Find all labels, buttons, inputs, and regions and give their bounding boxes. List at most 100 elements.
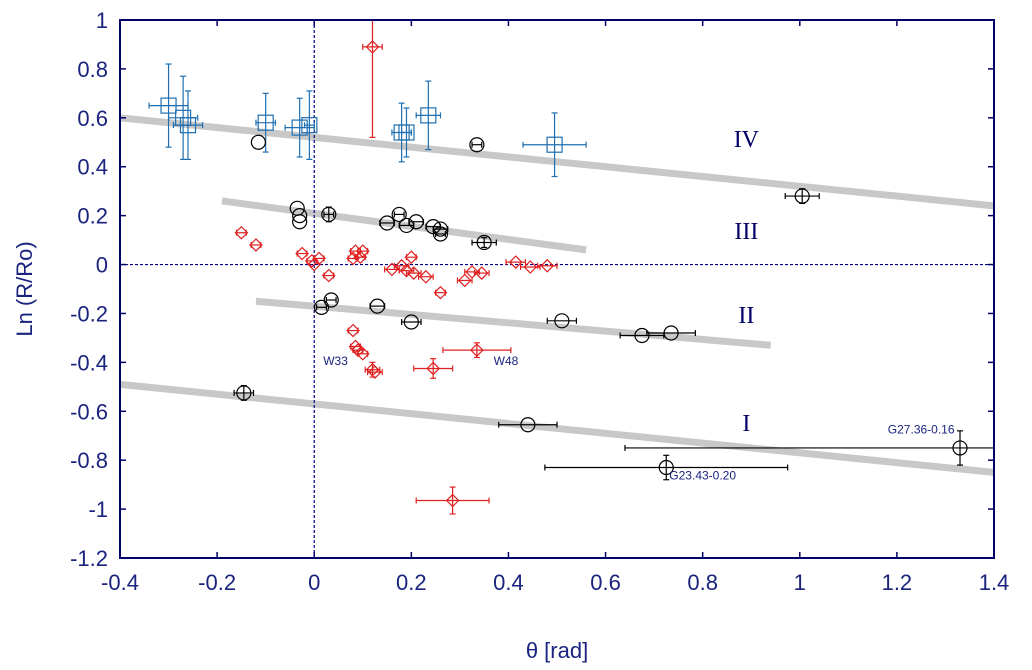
diamond-point bbox=[505, 255, 527, 269]
diamond-marker bbox=[348, 339, 363, 354]
plot-frame-layer bbox=[119, 19, 995, 559]
circle-marker bbox=[469, 137, 485, 153]
diamond-point bbox=[418, 269, 434, 284]
x-tick-label: -0.2 bbox=[198, 570, 236, 595]
square-marker bbox=[160, 97, 177, 114]
circle-marker bbox=[520, 417, 536, 433]
data-points-layer bbox=[148, 20, 994, 515]
square-marker bbox=[546, 136, 563, 153]
square-marker bbox=[291, 119, 308, 136]
circle-marker bbox=[634, 327, 650, 344]
circle-marker bbox=[250, 134, 266, 150]
arm-label-IV: IV bbox=[734, 127, 760, 153]
square-point bbox=[301, 90, 318, 160]
diamond-point bbox=[413, 358, 454, 379]
x-tick-label: 0.6 bbox=[590, 570, 621, 595]
arm-label-I: I bbox=[742, 411, 750, 437]
arm-line-I bbox=[120, 380, 994, 476]
diamond-point bbox=[321, 268, 336, 283]
diamond-point bbox=[234, 225, 249, 240]
circle-marker bbox=[432, 221, 449, 237]
y-tick-label: -0.8 bbox=[70, 448, 108, 473]
square-marker bbox=[179, 117, 197, 134]
circle-marker bbox=[398, 217, 415, 234]
circle-point bbox=[292, 214, 308, 230]
diamond-marker bbox=[540, 258, 555, 273]
diamond-marker bbox=[321, 268, 336, 283]
square-point bbox=[522, 112, 587, 178]
diamond-marker bbox=[355, 244, 370, 258]
circle-point bbox=[498, 417, 558, 433]
diamond-marker bbox=[404, 250, 419, 265]
diamond-point bbox=[312, 251, 326, 266]
arm-label-II: II bbox=[738, 303, 754, 329]
circle-point bbox=[624, 430, 994, 466]
square-marker bbox=[301, 117, 318, 134]
diamond-point bbox=[355, 244, 370, 258]
annotation-label: W48 bbox=[494, 354, 519, 368]
circle-point bbox=[233, 384, 255, 401]
circle-point bbox=[408, 214, 425, 230]
diamond-point bbox=[307, 257, 322, 272]
x-tick-label: 0.8 bbox=[687, 570, 718, 595]
x-tick-label: 1.4 bbox=[979, 570, 1010, 595]
circle-marker bbox=[432, 226, 449, 242]
circle-point bbox=[544, 454, 789, 481]
circle-marker bbox=[403, 314, 419, 330]
diamond-marker bbox=[312, 251, 326, 266]
square-point bbox=[172, 90, 204, 160]
diamond-marker bbox=[523, 260, 538, 274]
diamond-point bbox=[473, 266, 490, 280]
circle-marker bbox=[658, 459, 674, 476]
diamond-marker bbox=[465, 265, 479, 279]
circle-point bbox=[646, 325, 696, 341]
circle-point bbox=[323, 292, 339, 308]
circle-point bbox=[292, 208, 308, 224]
annotation-label: G27.36-0.16 bbox=[888, 422, 955, 436]
square-point bbox=[415, 80, 442, 151]
diamond-marker bbox=[346, 323, 360, 338]
series-circle bbox=[233, 134, 994, 481]
circle-point bbox=[432, 226, 449, 242]
series-diamond bbox=[234, 20, 558, 515]
circle-point bbox=[784, 188, 820, 205]
y-tick-label: 0.8 bbox=[77, 57, 108, 82]
circle-marker bbox=[236, 385, 252, 401]
diamond-marker bbox=[406, 266, 421, 280]
circle-marker bbox=[323, 292, 339, 308]
y-tick-label: 1 bbox=[96, 8, 108, 33]
x-tick-label: 1.2 bbox=[882, 570, 913, 595]
circle-point bbox=[398, 217, 415, 234]
circle-marker bbox=[313, 299, 330, 315]
diamond-marker bbox=[355, 346, 370, 361]
x-tick-label: 0 bbox=[308, 570, 320, 595]
y-tick-label: -0.2 bbox=[70, 301, 108, 326]
circle-marker bbox=[292, 208, 308, 224]
diamond-point bbox=[355, 346, 370, 361]
y-tick-label: 0.2 bbox=[77, 204, 108, 229]
diamond-marker bbox=[508, 255, 523, 269]
diamond-point bbox=[249, 238, 263, 252]
circle-marker bbox=[794, 188, 810, 204]
diamond-marker bbox=[249, 238, 263, 252]
square-marker bbox=[257, 114, 274, 131]
square-point bbox=[398, 107, 415, 158]
circle-marker bbox=[369, 298, 385, 314]
series-square bbox=[148, 63, 587, 178]
x-tick-label: 0.2 bbox=[396, 570, 427, 595]
diamond-marker bbox=[433, 285, 448, 300]
x-tick-label: 1 bbox=[794, 570, 806, 595]
circle-point bbox=[469, 137, 485, 153]
diamond-point bbox=[362, 20, 383, 138]
square-marker bbox=[420, 107, 437, 124]
diamond-marker bbox=[470, 343, 484, 357]
diamond-point bbox=[295, 246, 309, 261]
diamond-marker bbox=[368, 365, 382, 379]
circle-marker bbox=[321, 206, 337, 223]
y-tick-label: 0 bbox=[96, 253, 108, 278]
y-tick-label: -1 bbox=[88, 497, 108, 522]
diamond-marker bbox=[234, 225, 249, 240]
circle-point bbox=[391, 206, 407, 223]
arm-lines-layer bbox=[120, 114, 994, 476]
